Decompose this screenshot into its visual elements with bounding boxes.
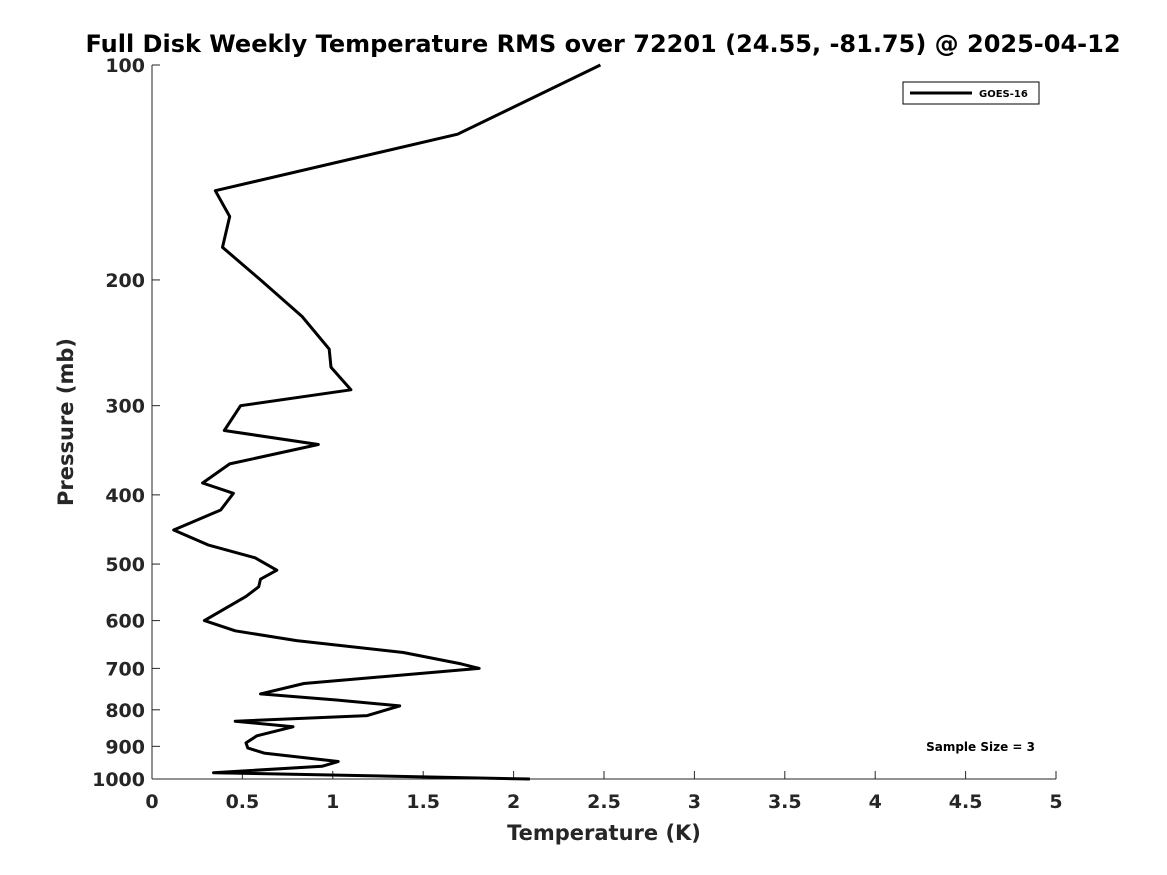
x-tick-label: 2.5 — [587, 791, 621, 813]
legend-label-goes-16: GOES-16 — [979, 89, 1028, 100]
y-axis-ticks: 100 200 300 400 500 600 700 800 900 1000 — [92, 55, 160, 791]
y-tick-label: 500 — [105, 554, 145, 576]
y-tick-label: 200 — [105, 270, 145, 292]
x-tick-label: 3 — [688, 791, 701, 813]
series-line-goes-16 — [172, 63, 602, 781]
x-tick-label: 0 — [145, 791, 158, 813]
y-tick-label: 600 — [105, 611, 145, 633]
y-tick-label: 100 — [105, 55, 145, 77]
x-tick-label: 1 — [326, 791, 339, 813]
legend: GOES-16 — [902, 81, 1040, 105]
y-tick-label: 700 — [105, 658, 145, 680]
sample-size-annotation: Sample Size = 3 — [926, 740, 1035, 754]
x-tick-label: 0.5 — [226, 791, 260, 813]
y-axis-label: Pressure (mb) — [54, 338, 78, 506]
y-tick-label: 300 — [105, 396, 145, 418]
plot-area — [152, 65, 1056, 779]
x-tick-label: 1.5 — [406, 791, 440, 813]
x-tick-label: 4.5 — [949, 791, 983, 813]
y-tick-label: 1000 — [92, 769, 145, 791]
y-tick-label: 800 — [105, 700, 145, 722]
x-tick-label: 2 — [507, 791, 520, 813]
x-tick-label: 4 — [869, 791, 882, 813]
x-tick-label: 5 — [1049, 791, 1062, 813]
x-axis-label: Temperature (K) — [507, 821, 701, 845]
y-tick-label: 900 — [105, 736, 145, 758]
y-tick-label: 400 — [105, 485, 145, 507]
x-axis-ticks: 0 0.5 1 1.5 2 2.5 3 3.5 4 4.5 5 — [145, 771, 1063, 813]
series-layer — [172, 63, 602, 781]
chart-title: Full Disk Weekly Temperature RMS over 72… — [85, 30, 1120, 58]
x-tick-label: 3.5 — [768, 791, 802, 813]
